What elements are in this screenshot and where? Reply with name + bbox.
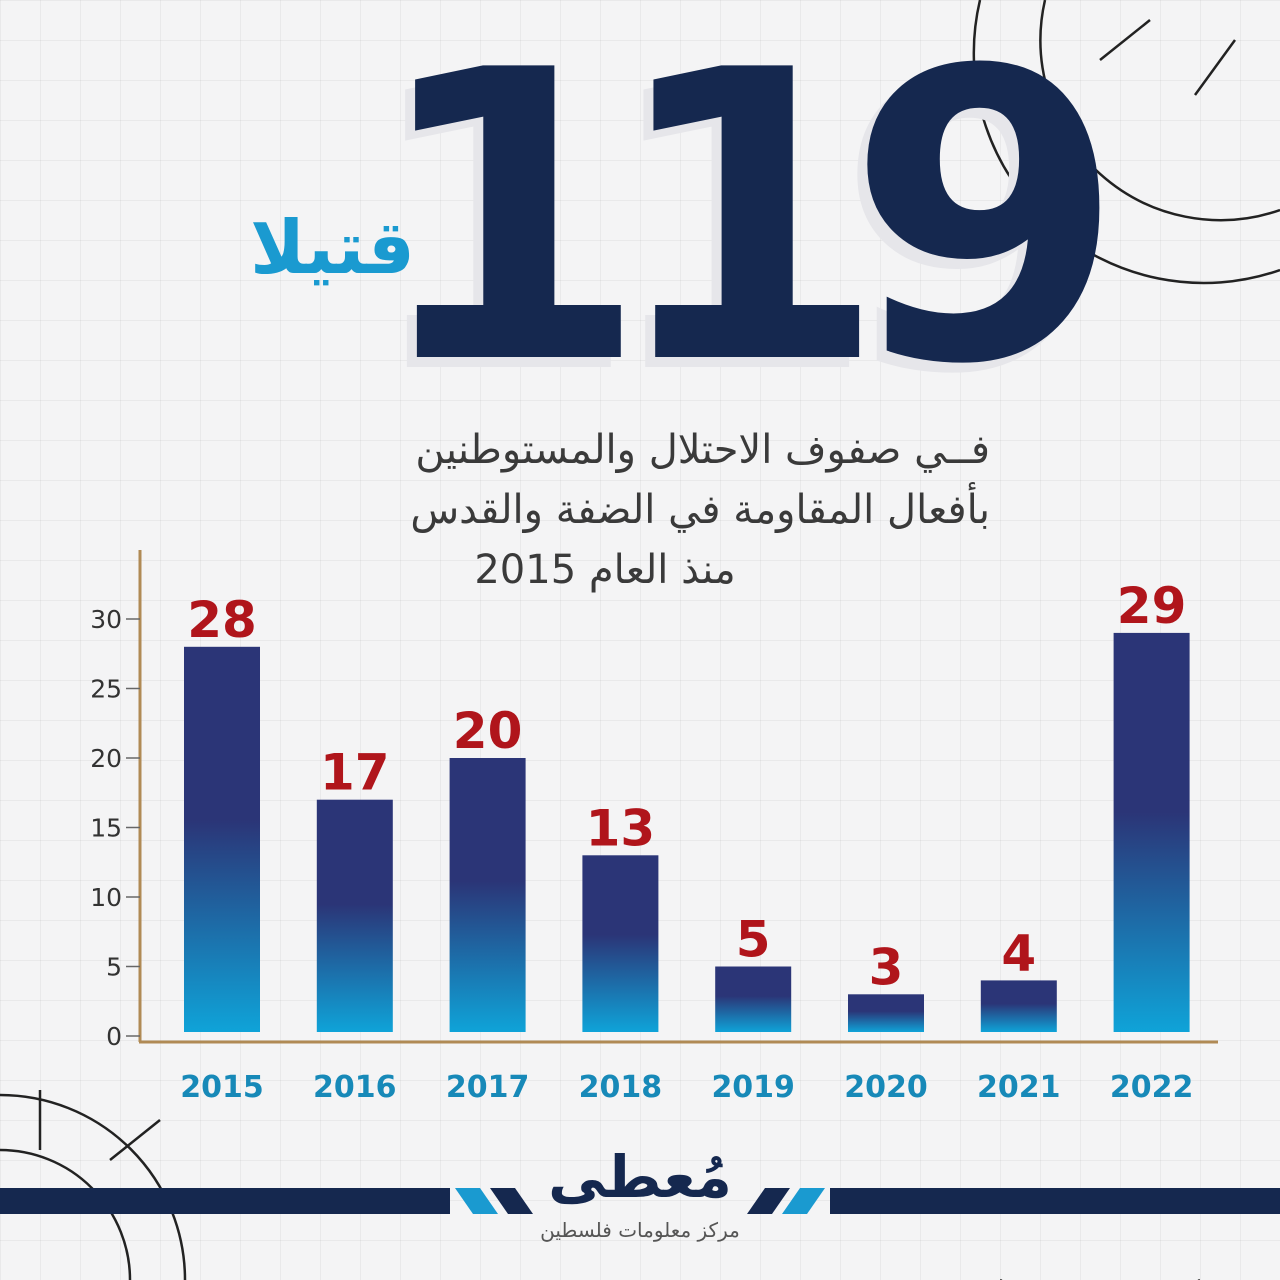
value-label: 20 (453, 702, 523, 760)
x-tick-label: 2016 (313, 1070, 397, 1105)
y-tick-label: 25 (90, 675, 122, 704)
bar-2020 (848, 994, 924, 1032)
value-label: 4 (1001, 924, 1036, 982)
x-tick-label: 2019 (711, 1070, 795, 1105)
x-tick-label: 2020 (844, 1070, 928, 1105)
value-label: 17 (320, 744, 390, 802)
value-label: 28 (187, 591, 257, 649)
subtitle-line-3: منذ العام 2015 (474, 547, 736, 593)
subtitle-line-1: فــي صفوف الاحتلال والمستوطنين (415, 427, 990, 473)
chart-labels: 28 2015 17 2016 20 2017 13 2018 5 2019 3 2020 4 2021 2… (180, 577, 1193, 1105)
y-tick-label: 15 (90, 814, 122, 843)
value-label: 13 (586, 799, 656, 857)
bar-2016 (316, 799, 393, 1032)
bar-2019 (715, 966, 792, 1032)
footer-bar-left (0, 1188, 450, 1214)
y-tick-label: 0 (106, 1022, 122, 1051)
brand-logo: مُعطى مركز معلومات فلسطين (520, 1142, 760, 1242)
x-tick-label: 2022 (1110, 1070, 1194, 1105)
value-label: 29 (1117, 577, 1187, 635)
chart-axes: 0 5 10 15 20 25 30 (90, 550, 1218, 1051)
bar-2021 (980, 980, 1057, 1032)
x-tick-label: 2021 (977, 1070, 1061, 1105)
x-tick-label: 2015 (180, 1070, 264, 1105)
bar-2015 (184, 646, 260, 1032)
brand-name: مُعطى (548, 1143, 732, 1211)
value-label: 5 (736, 911, 771, 969)
x-tick-label: 2017 (446, 1070, 530, 1105)
brand-tagline: مركز معلومات فلسطين (540, 1218, 740, 1242)
headline-number: 119 (370, 0, 1125, 452)
bar-2018 (582, 855, 659, 1032)
bar-2022 (1113, 632, 1190, 1032)
value-label: 3 (869, 938, 904, 996)
footer-bar-right (830, 1188, 1280, 1214)
chart-bars (184, 632, 1190, 1032)
subtitle-line-2: بأفعال المقاومة في الضفة والقدس (410, 487, 990, 533)
y-tick-label: 30 (90, 605, 122, 634)
y-tick-label: 20 (90, 744, 122, 773)
headline-unit: قتيلا (249, 205, 415, 291)
bar-2017 (449, 758, 526, 1032)
y-tick-label: 10 (90, 883, 122, 912)
headline: 119 (370, 20, 1125, 420)
subtitle: فــي صفوف الاحتلال والمستوطنين بأفعال ال… (250, 420, 990, 600)
x-tick-label: 2018 (579, 1070, 663, 1105)
y-tick-label: 5 (106, 953, 122, 982)
